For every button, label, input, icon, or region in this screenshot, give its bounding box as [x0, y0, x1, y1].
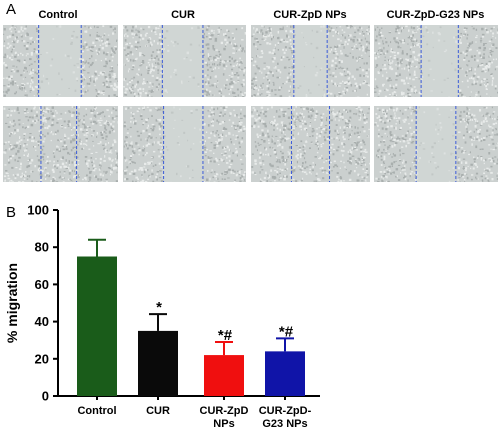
column-label-control: Control [38, 9, 78, 21]
column-label-cur-zpd-nps: CUR-ZpD NPs [273, 9, 347, 21]
bar-cur [138, 330, 178, 396]
panel-b-letter: B [6, 204, 17, 221]
scratch-image-tile [374, 25, 498, 97]
significance-label: *# [218, 327, 233, 344]
significance-label: * [156, 299, 162, 316]
column-label-cur-zpd-g23-nps: CUR-ZpD-G23 NPs [386, 9, 485, 21]
panel-a-letter: A [6, 1, 17, 18]
y-tick-label: 60 [35, 277, 49, 292]
y-tick-label: 80 [35, 240, 49, 255]
y-tick-label: 0 [42, 389, 49, 404]
scratch-image-tile [3, 106, 118, 182]
migration-bar-chart: 0 20 40 60 80 100 % migration Control * CUR *# CUR-… [4, 203, 320, 430]
bar-control [77, 256, 117, 396]
scratch-image-tile [251, 25, 370, 97]
bar-cur-zpd-nps [204, 355, 244, 396]
x-tick-label: Control [77, 405, 116, 417]
x-tick-label: CUR-ZpD-G23 NPs [259, 405, 312, 430]
y-tick-label: 20 [35, 351, 49, 366]
y-axis-label: % migration [4, 263, 20, 343]
bar-cur-zpd-g23-nps [265, 351, 305, 396]
y-tick-label: 100 [27, 203, 49, 218]
column-label-cur: CUR [171, 9, 195, 21]
x-tick-label: CUR-ZpD NPs [200, 405, 249, 430]
scratch-image-tile [123, 25, 246, 97]
scratch-image-tile [251, 106, 370, 182]
y-tick-label: 40 [35, 314, 49, 329]
scratch-image-tile [374, 106, 498, 182]
scratch-image-tile [123, 106, 246, 182]
significance-label: *# [279, 323, 294, 340]
scratch-image-tile [3, 25, 118, 97]
x-tick-label: CUR [146, 405, 170, 417]
